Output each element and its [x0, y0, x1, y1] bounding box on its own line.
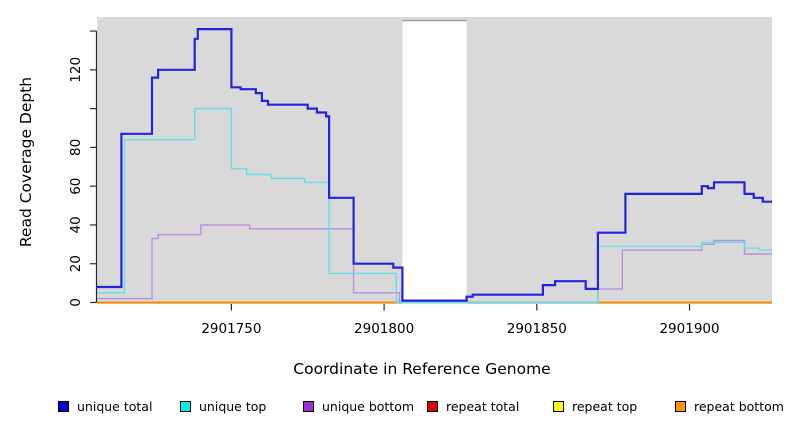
y-tick-label: 0	[68, 298, 84, 307]
x-tick-label: 2901800	[354, 321, 414, 337]
legend-item-unique-total: unique total	[58, 399, 152, 414]
legend-item-unique-top: unique top	[180, 399, 266, 414]
legend-label: repeat total	[446, 399, 520, 414]
legend-swatch-unique-top	[180, 401, 191, 412]
series-unique-bottom	[97, 224, 772, 304]
x-tick-label: 2901750	[201, 321, 261, 337]
y-tick-label: 20	[68, 255, 84, 272]
legend-item-repeat-total: repeat total	[427, 399, 519, 414]
series-unique-total	[97, 28, 772, 302]
x-tick-label: 2901850	[507, 321, 567, 337]
series-unique-top	[97, 107, 772, 304]
legend-label: unique top	[199, 399, 267, 414]
y-tick-label: 80	[68, 139, 84, 156]
legend-swatch-unique-total	[58, 401, 69, 412]
legend-swatch-unique-bottom	[303, 401, 314, 412]
gap-band	[402, 21, 467, 304]
x-axis-title: Coordinate in Reference Genome	[293, 360, 550, 378]
legend-swatch-repeat-bottom	[675, 401, 686, 412]
legend-label: repeat bottom	[694, 399, 784, 414]
legend-swatch-repeat-top	[553, 401, 564, 412]
legend-item-repeat-top: repeat top	[553, 399, 637, 414]
legend-item-unique-bottom: unique bottom	[303, 399, 414, 414]
coverage-plot: 2901750 2901800 2901850 2901900 0 20 40 60 80 120…	[17, 17, 772, 378]
legend-swatch-repeat-total	[427, 401, 438, 412]
y-axis-title: Read Coverage Depth	[17, 77, 35, 247]
legend-label: repeat top	[572, 399, 638, 414]
y-tick-label: 60	[68, 178, 84, 195]
legend-label: unique total	[77, 399, 153, 414]
legend-label: unique bottom	[322, 399, 415, 414]
x-tick-label: 2901900	[659, 321, 719, 337]
legend-item-repeat-bottom: repeat bottom	[675, 399, 784, 414]
y-tick-label: 40	[68, 216, 84, 233]
y-tick-label: 120	[68, 57, 84, 83]
